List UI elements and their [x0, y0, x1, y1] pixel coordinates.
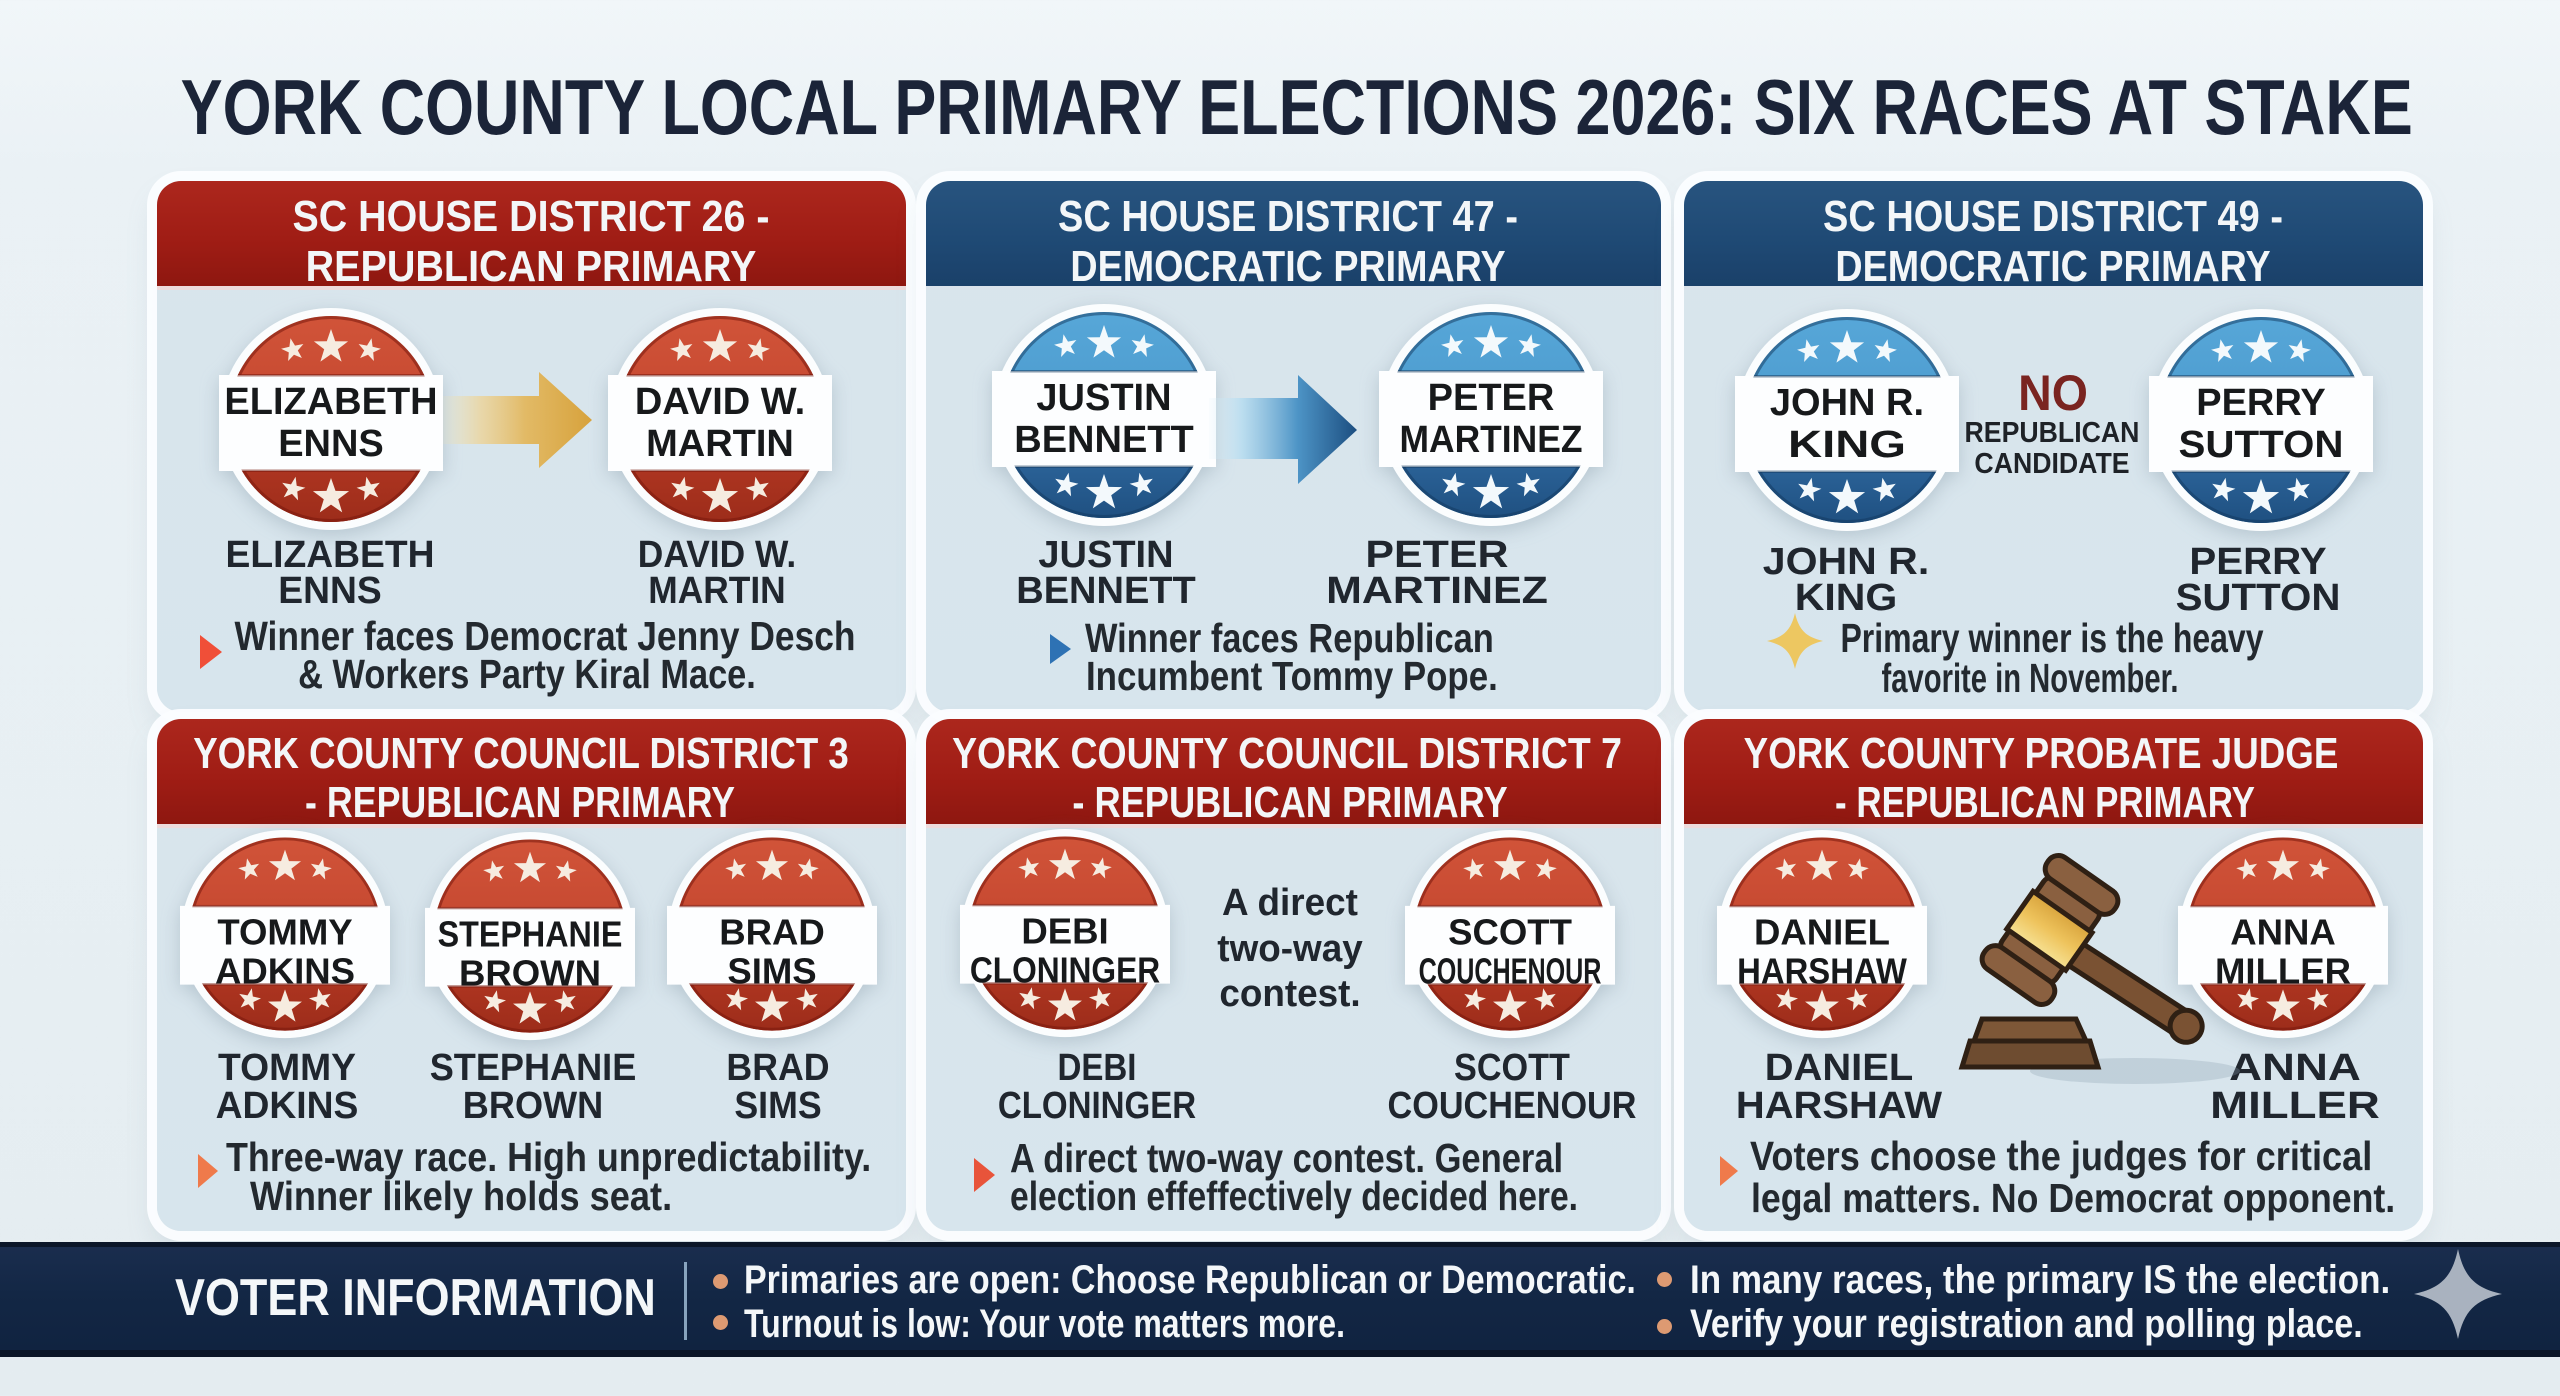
svg-text:TOMMY: TOMMY: [217, 911, 352, 952]
svg-text:KING: KING: [1788, 424, 1906, 466]
svg-text:HARSHAW: HARSHAW: [1737, 951, 1907, 992]
svg-text:DAVID W.: DAVID W.: [635, 381, 805, 423]
svg-text:ADKINS: ADKINS: [215, 951, 355, 992]
svg-text:BENNETT: BENNETT: [1014, 419, 1193, 461]
svg-text:BRAD: BRAD: [719, 911, 825, 952]
svg-text:STEPHANIE: STEPHANIE: [438, 913, 623, 954]
svg-text:JUSTIN: JUSTIN: [1036, 377, 1171, 419]
svg-text:ANNA: ANNA: [2230, 911, 2336, 952]
svg-text:PETER: PETER: [1428, 377, 1555, 419]
svg-text:MARTIN: MARTIN: [646, 423, 794, 465]
svg-text:BROWN: BROWN: [459, 953, 601, 994]
svg-text:COUCHENOUR: COUCHENOUR: [1419, 951, 1602, 992]
svg-text:SCOTT: SCOTT: [1448, 911, 1572, 952]
svg-text:MILLER: MILLER: [2215, 951, 2351, 992]
svg-text:ENNS: ENNS: [278, 423, 384, 465]
svg-text:MARTINEZ: MARTINEZ: [1400, 419, 1583, 461]
svg-text:CLONINGER: CLONINGER: [970, 950, 1160, 991]
svg-text:PERRY: PERRY: [2196, 382, 2326, 424]
svg-text:JOHN R.: JOHN R.: [1770, 382, 1924, 424]
svg-text:DEBI: DEBI: [1021, 910, 1108, 951]
svg-text:DANIEL: DANIEL: [1754, 911, 1890, 952]
svg-text:SUTTON: SUTTON: [2179, 424, 2344, 466]
svg-text:SIMS: SIMS: [727, 951, 816, 992]
svg-text:ELIZABETH: ELIZABETH: [224, 381, 437, 423]
